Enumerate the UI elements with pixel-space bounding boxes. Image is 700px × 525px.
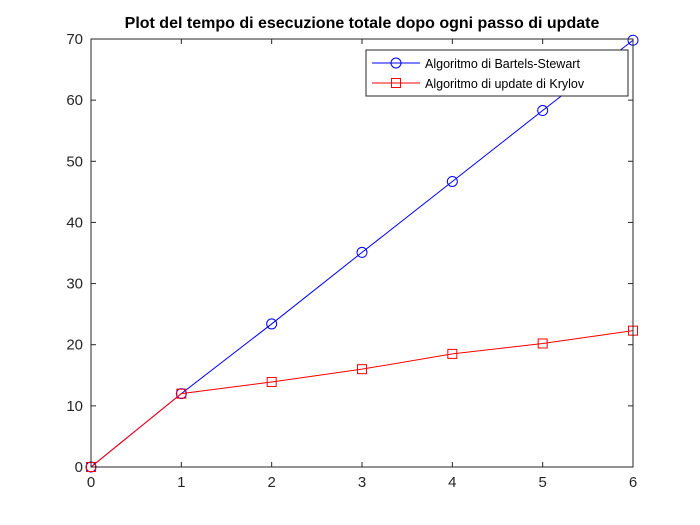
- series-1-point: [446, 175, 458, 187]
- series-lines: [90, 39, 634, 468]
- x-tick-label: 3: [358, 474, 366, 491]
- x-tick-label: 0: [87, 474, 95, 491]
- legend-marker-circle: [390, 57, 402, 69]
- y-tick-label: 10: [66, 398, 83, 415]
- series-2-point: [537, 338, 548, 349]
- series-2-point: [266, 377, 277, 388]
- series-2-point: [447, 348, 458, 359]
- legend: Algoritmo di Bartels-Stewart Algoritmo di…: [365, 49, 629, 97]
- y-tick-label: 50: [66, 153, 83, 170]
- y-tick-label: 40: [66, 214, 83, 231]
- series-1-point: [356, 246, 368, 258]
- legend-label: Algoritmo di Bartels-Stewart: [425, 57, 580, 71]
- y-tick-label: 60: [66, 92, 83, 109]
- y-tick-label: 70: [66, 31, 83, 48]
- legend-marker-square: [391, 78, 401, 88]
- legend-label: Algoritmo di update di Krylov: [425, 77, 585, 91]
- x-tick-label: 6: [629, 474, 637, 491]
- chart-title: Plot del tempo di esecuzione totale dopo…: [125, 15, 600, 32]
- x-tick-label: 5: [538, 474, 546, 491]
- y-tick-label: 20: [66, 337, 83, 354]
- y-tick-label: 0: [75, 459, 83, 476]
- series-markers: [85, 34, 639, 473]
- legend-box: [365, 49, 629, 97]
- x-tick-label: 2: [267, 474, 275, 491]
- plot-area-frame: [90, 38, 634, 468]
- series-1-point: [537, 105, 549, 117]
- x-tick-label: 1: [177, 474, 185, 491]
- series-1-point: [266, 318, 278, 330]
- series-line-2: [90, 330, 634, 468]
- x-tick-label: 4: [448, 474, 456, 491]
- y-tick-label: 30: [66, 276, 83, 293]
- series-2-point: [357, 364, 367, 375]
- series-2-point: [176, 388, 187, 399]
